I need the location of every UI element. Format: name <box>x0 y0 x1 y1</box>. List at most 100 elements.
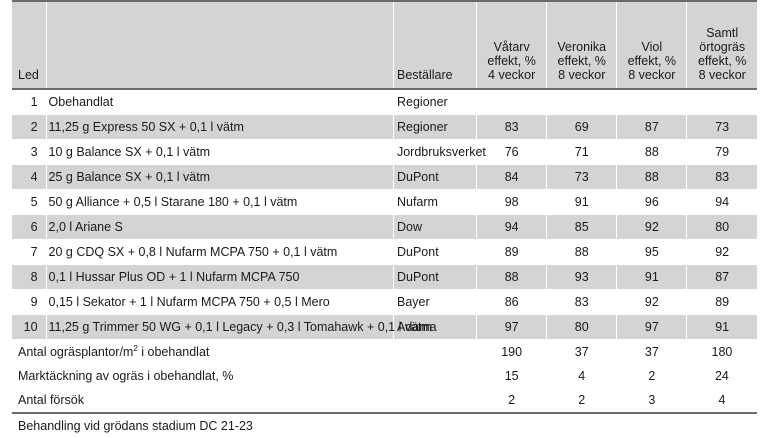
summary-value: 190 <box>476 339 547 364</box>
effect-value <box>616 89 687 115</box>
summary-value: 24 <box>686 364 757 388</box>
led-number: 5 <box>12 189 47 215</box>
treatment-cell: 0,1 l Hussar Plus OD + 1 l Nufarm MCPA 7… <box>45 264 394 290</box>
bestallare-cell: DuPont <box>392 164 477 190</box>
effect-value <box>546 89 617 115</box>
effect-value: 97 <box>616 314 687 340</box>
treatment-cell: 10 g Balance SX + 0,1 l vätm <box>45 139 394 165</box>
bestallare-cell: Bayer <box>392 289 477 315</box>
effect-value: 73 <box>546 164 617 190</box>
header-samtl-ortogras: Samtl örtogräs effekt, % 8 veckor <box>686 1 757 89</box>
led-number: 8 <box>12 264 47 290</box>
table-row: 9 0,15 l Sekator + 1 l Nufarm MCPA 750 + … <box>12 289 757 315</box>
summary-value: 37 <box>616 339 687 364</box>
effect-value: 91 <box>686 314 757 340</box>
table-row: 6 2,0 l Ariane S Dow 94 85 92 80 <box>12 214 757 240</box>
header-led: Led <box>12 1 47 89</box>
effect-value <box>476 89 547 115</box>
table-row: 10 11,25 g Trimmer 50 WG + 0,1 l Legacy +… <box>12 314 757 340</box>
summary-row: Antal försök 2 2 3 4 <box>12 388 757 414</box>
table-row: 8 0,1 l Hussar Plus OD + 1 l Nufarm MCPA … <box>12 264 757 290</box>
summary-value: 37 <box>546 339 617 364</box>
table-row: 2 11,25 g Express 50 SX + 0,1 l vätm Regio… <box>12 114 757 140</box>
effect-value: 87 <box>686 264 757 290</box>
effect-value: 83 <box>476 114 547 140</box>
effect-value: 80 <box>546 314 617 340</box>
summary-value: 4 <box>546 364 617 388</box>
bestallare-cell: Dow <box>392 214 477 240</box>
summary-row: Marktäckning av ogräs i obehandlat, % 15 4… <box>12 364 757 388</box>
effect-value: 88 <box>616 164 687 190</box>
effect-value <box>686 89 757 115</box>
effect-value: 80 <box>686 214 757 240</box>
header-row: Led Beställare Våtarv effekt, % 4 veckor V… <box>12 1 757 89</box>
led-number: 10 <box>12 314 47 340</box>
table-row: 3 10 g Balance SX + 0,1 l vätm Jordbruksve… <box>12 139 757 165</box>
treatment-cell: 11,25 g Trimmer 50 WG + 0,1 l Legacy + 0… <box>45 314 432 340</box>
effect-value: 88 <box>546 239 617 265</box>
treatment-cell: Obehandlat <box>45 89 394 115</box>
effect-value: 91 <box>616 264 687 290</box>
bestallare-cell: DuPont <box>392 239 477 265</box>
summary-value: 180 <box>686 339 757 364</box>
effect-value: 88 <box>476 264 547 290</box>
effect-value: 83 <box>686 164 757 190</box>
note-row: Behandling vid grödans stadium DC 21-23 <box>12 413 757 438</box>
summary-value: 2 <box>616 364 687 388</box>
treatment-cell: 0,15 l Sekator + 1 l Nufarm MCPA 750 + 0… <box>45 289 394 315</box>
herbicide-results-table: Led Beställare Våtarv effekt, % 4 veckor V… <box>12 0 757 438</box>
effect-value: 85 <box>546 214 617 240</box>
effect-value: 98 <box>476 189 547 215</box>
effect-value: 97 <box>476 314 547 340</box>
treatment-cell: 50 g Alliance + 0,5 l Starane 180 + 0,1 … <box>45 189 394 215</box>
effect-value: 69 <box>546 114 617 140</box>
summary-value: 4 <box>686 388 757 414</box>
led-number: 1 <box>12 89 47 115</box>
table-row: 1 Obehandlat Regioner <box>12 89 757 115</box>
led-number: 2 <box>12 114 47 140</box>
led-number: 9 <box>12 289 47 315</box>
led-number: 6 <box>12 214 47 240</box>
header-bestallare: Beställare <box>392 1 477 89</box>
header-veronika: Veronika effekt, % 8 veckor <box>546 1 617 89</box>
header-viol: Viol effekt, % 8 veckor <box>616 1 687 89</box>
summary-value: 2 <box>476 388 547 414</box>
effect-value: 73 <box>686 114 757 140</box>
effect-value: 95 <box>616 239 687 265</box>
effect-value: 96 <box>616 189 687 215</box>
effect-value: 94 <box>686 189 757 215</box>
treatment-cell: 20 g CDQ SX + 0,8 l Nufarm MCPA 750 + 0,… <box>45 239 394 265</box>
bestallare-cell: Adama <box>392 314 477 340</box>
effect-value: 71 <box>546 139 617 165</box>
effect-value: 89 <box>476 239 547 265</box>
led-number: 3 <box>12 139 47 165</box>
bestallare-cell: Nufarm <box>392 189 477 215</box>
effect-value: 94 <box>476 214 547 240</box>
effect-value: 92 <box>686 239 757 265</box>
bestallare-cell: Regioner <box>392 114 477 140</box>
bestallare-cell: Jordbruksverket <box>392 139 486 165</box>
treatment-cell: 25 g Balance SX + 0,1 l vätm <box>45 164 394 190</box>
footnote: Behandling vid grödans stadium DC 21-23 <box>18 419 253 433</box>
table-row: 7 20 g CDQ SX + 0,8 l Nufarm MCPA 750 + 0… <box>12 239 757 265</box>
bestallare-cell: Regioner <box>392 89 477 115</box>
led-number: 4 <box>12 164 47 190</box>
treatment-cell: 11,25 g Express 50 SX + 0,1 l vätm <box>45 114 394 140</box>
effect-value: 89 <box>686 289 757 315</box>
summary-label: Marktäckning av ogräs i obehandlat, % <box>12 364 477 388</box>
header-vatarv: Våtarv effekt, % 4 veckor <box>476 1 547 89</box>
led-number: 7 <box>12 239 47 265</box>
effect-value: 79 <box>686 139 757 165</box>
effect-value: 88 <box>616 139 687 165</box>
summary-label: Antal försök <box>12 388 477 414</box>
effect-value: 92 <box>616 214 687 240</box>
summary-label: Antal ogräsplantor/m2 i obehandlat <box>12 339 477 364</box>
summary-value: 2 <box>546 388 617 414</box>
effect-value: 84 <box>476 164 547 190</box>
table-row: 4 25 g Balance SX + 0,1 l vätm DuPont 84 73 8… <box>12 164 757 190</box>
table-row: 5 50 g Alliance + 0,5 l Starane 180 + 0,1… <box>12 189 757 215</box>
effect-value: 83 <box>546 289 617 315</box>
effect-value: 92 <box>616 289 687 315</box>
summary-value: 3 <box>616 388 687 414</box>
